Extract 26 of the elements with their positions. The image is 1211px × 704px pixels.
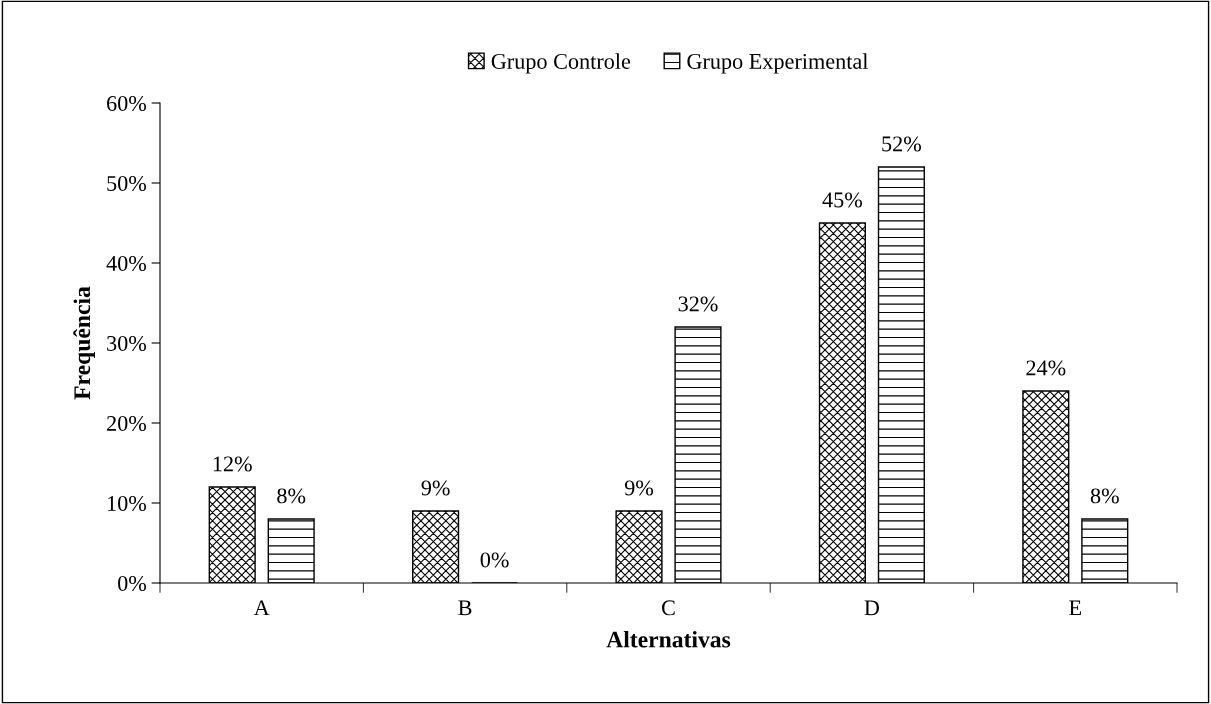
data-label: 24% [1026, 360, 1066, 376]
x-tick-label: A [253, 600, 270, 616]
legend-label: Grupo Controle [491, 53, 631, 74]
data-label: 32% [678, 296, 718, 312]
data-label: 0% [480, 552, 509, 568]
data-label: 52% [882, 136, 921, 152]
data-label: 9% [421, 480, 450, 496]
x-tick-label: B [458, 600, 472, 616]
x-tick-label: C [662, 600, 675, 616]
y-tick-label: 0% [118, 575, 147, 591]
data-label: 45% [822, 192, 863, 208]
legend-label: Grupo Experimental [687, 53, 869, 74]
x-tick-label: D [864, 600, 880, 616]
y-axis-title: Frequência [73, 286, 95, 400]
y-tick-label: 60% [107, 95, 147, 111]
data-label: 9% [624, 480, 654, 496]
x-axis-title: Alternativas [606, 630, 731, 648]
data-label: 12% [213, 456, 252, 472]
y-tick-label: 40% [106, 255, 147, 271]
y-tick-label: 30% [107, 335, 147, 351]
x-tick-label: E [1069, 600, 1081, 616]
y-tick-label: 50% [107, 175, 147, 191]
y-tick-label: 20% [107, 415, 147, 431]
data-label: 8% [1090, 488, 1119, 504]
y-tick-label: 10% [108, 495, 147, 511]
data-label: 8% [277, 488, 306, 504]
